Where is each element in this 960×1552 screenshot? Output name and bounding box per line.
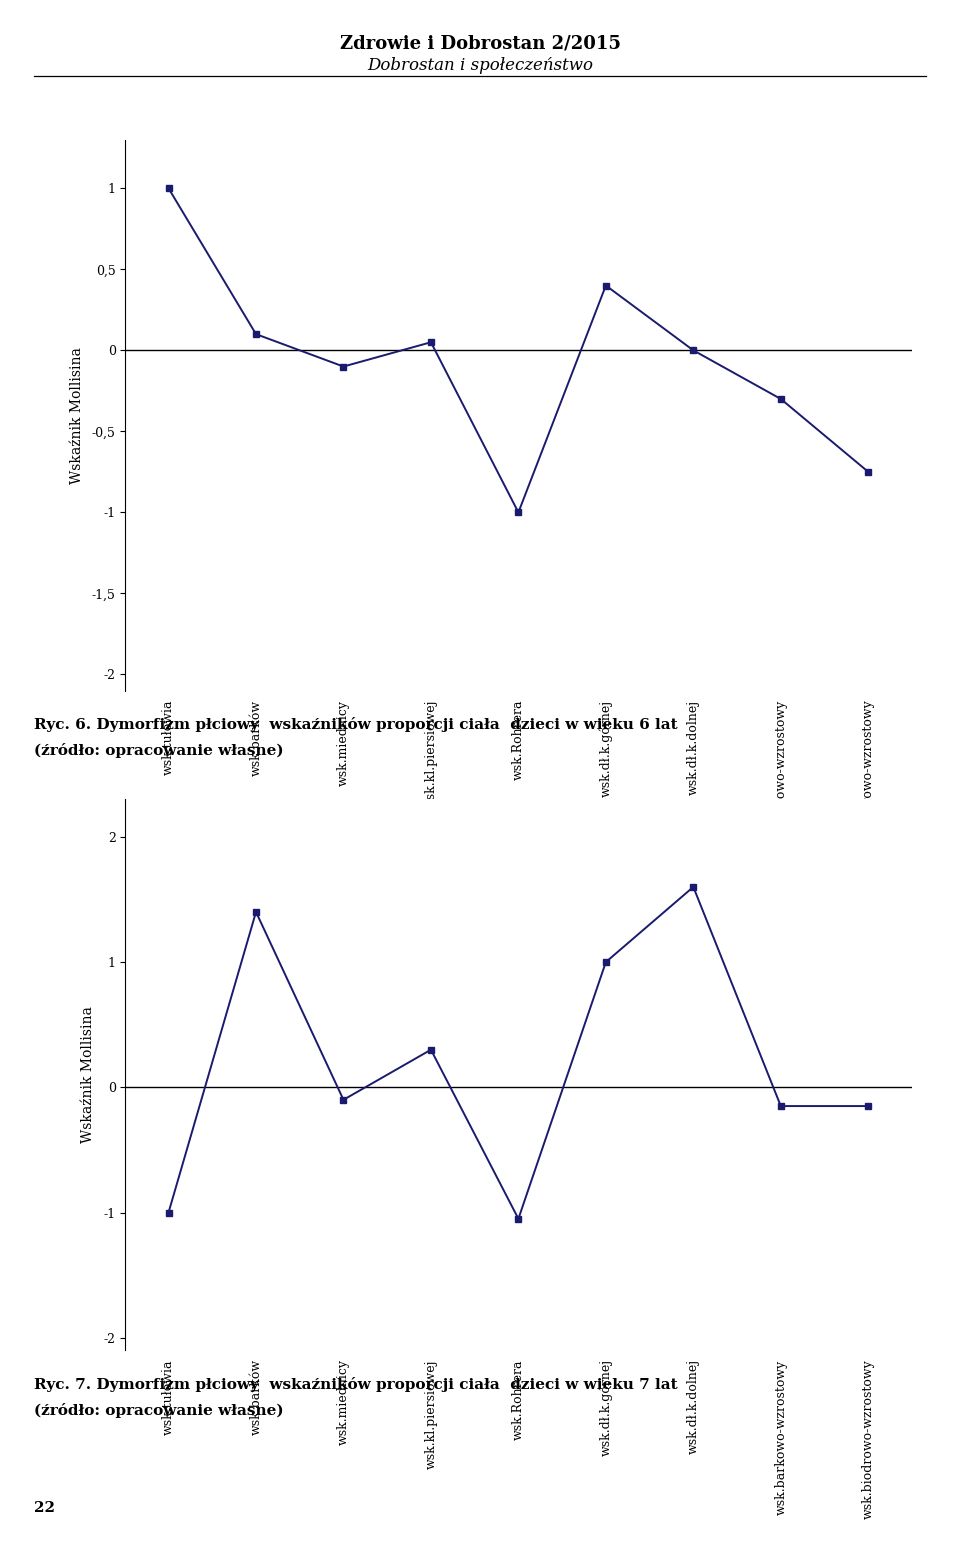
Text: 22: 22 bbox=[34, 1501, 55, 1515]
Text: Dobrostan i społeczeństwo: Dobrostan i społeczeństwo bbox=[367, 57, 593, 74]
Text: Zdrowie i Dobrostan 2/2015: Zdrowie i Dobrostan 2/2015 bbox=[340, 34, 620, 53]
Text: (źródło: opracowanie własne): (źródło: opracowanie własne) bbox=[34, 743, 283, 759]
Text: (źródło: opracowanie własne): (źródło: opracowanie własne) bbox=[34, 1403, 283, 1419]
Text: Ryc. 6. Dymorfizm płciowy  wskaźników proporcji ciała  dzieci w wieku 6 lat: Ryc. 6. Dymorfizm płciowy wskaźników pro… bbox=[34, 717, 677, 733]
Y-axis label: Wskaźnik Mollisina: Wskaźnik Mollisina bbox=[82, 1006, 95, 1144]
Text: Ryc. 7. Dymorfizm płciowy  wskaźników proporcji ciała  dzieci w wieku 7 lat: Ryc. 7. Dymorfizm płciowy wskaźników pro… bbox=[34, 1377, 677, 1392]
Y-axis label: Wskaźnik Mollisina: Wskaźnik Mollisina bbox=[69, 346, 84, 484]
